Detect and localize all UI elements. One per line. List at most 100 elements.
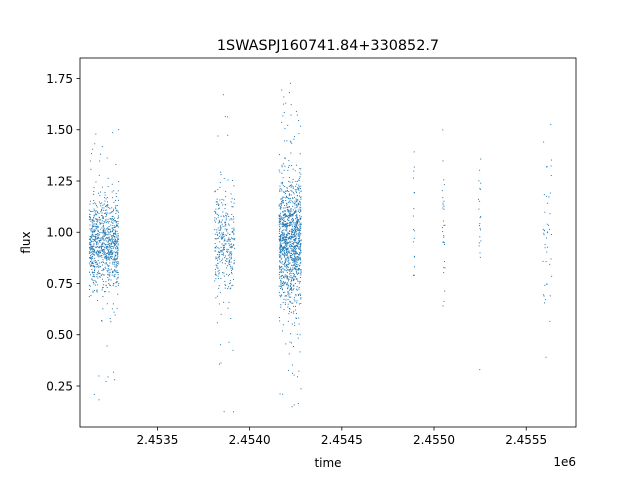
data-point [232,349,234,351]
data-point [279,227,281,229]
data-point [108,274,110,276]
data-point [285,210,287,212]
data-point [298,184,300,186]
data-point [116,252,118,254]
data-point [296,217,298,219]
data-point [101,202,103,204]
data-point [105,205,107,207]
data-point [108,254,110,256]
data-point [89,160,91,162]
data-point [105,232,107,234]
data-point [283,251,285,253]
data-point [295,225,297,227]
data-point [112,256,114,258]
data-point [92,223,94,225]
data-point [279,245,281,247]
data-point [102,232,104,234]
data-point [288,308,290,310]
data-point [104,246,106,248]
data-point [282,247,284,249]
data-point [300,224,302,226]
x-axis-label: time [314,456,341,470]
data-point [293,231,295,233]
data-point [98,192,100,194]
data-point [292,209,294,211]
data-point [479,252,481,254]
data-point [293,258,295,260]
data-point [95,210,97,212]
data-point [215,208,217,210]
y-tick-label: 1.25 [46,174,73,188]
data-point [284,255,286,257]
data-point [111,227,113,229]
data-point [94,254,96,256]
data-point [92,251,94,253]
data-point [291,232,293,234]
data-point [295,313,297,315]
data-point [226,240,228,242]
data-point [107,243,109,245]
data-point [230,261,232,263]
data-point [279,188,281,190]
data-point [226,265,228,267]
data-point [109,259,111,261]
data-point [222,237,224,238]
data-point [90,274,92,276]
data-point [106,270,108,272]
data-point [413,274,415,276]
data-point [118,181,120,183]
data-point [299,351,301,353]
data-point [279,296,281,298]
data-point [282,237,284,239]
data-point [106,253,108,255]
data-point [113,235,115,237]
data-point [226,250,227,252]
data-point [295,189,297,191]
data-point [287,260,289,262]
data-point [296,183,298,185]
data-point [299,248,301,250]
data-point [286,236,288,238]
data-point [287,237,289,239]
data-point [103,284,105,286]
data-point [294,266,296,268]
data-point [115,205,117,207]
data-point [281,202,283,204]
data-point [108,278,110,280]
data-point [95,263,97,265]
data-point [218,205,220,207]
data-point [217,208,219,210]
data-point [288,242,290,244]
data-point [105,243,107,245]
data-point [280,306,282,308]
data-point [279,185,281,187]
data-point [286,266,288,268]
data-point [296,266,298,268]
data-point [287,210,289,212]
data-point [281,294,283,296]
data-point [99,249,101,251]
data-point [293,220,295,222]
data-point [280,206,282,208]
data-point [101,220,103,222]
data-point [292,205,294,207]
data-point [102,230,104,232]
data-point [113,232,115,234]
data-point [289,308,291,310]
data-point [544,211,546,213]
data-point [289,140,291,142]
data-point [97,273,99,275]
data-point [299,204,301,206]
data-point [295,164,297,166]
data-point [92,220,94,222]
data-point [289,286,291,288]
data-point [117,284,119,286]
data-point [300,270,302,272]
data-point [219,241,221,243]
data-point [97,211,99,213]
data-point [109,247,111,249]
data-point [99,160,101,162]
data-point [220,251,222,253]
data-point [223,247,225,249]
data-point [293,248,295,250]
